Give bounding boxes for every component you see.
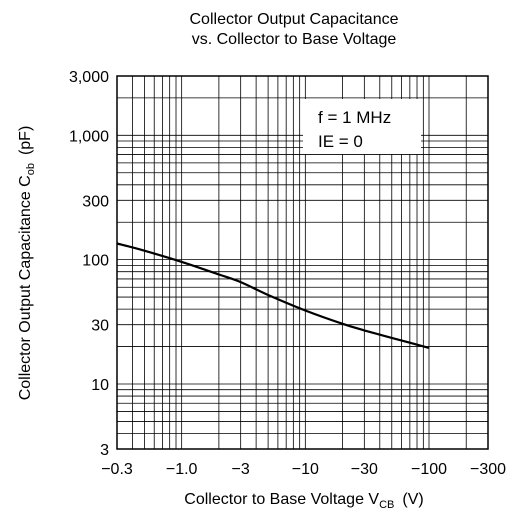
y-tick-label: 1,000 <box>69 128 109 145</box>
annotation-frequency: f = 1 MHz <box>318 108 391 127</box>
x-tick-label: −0.3 <box>101 461 133 478</box>
chart-title-line2: vs. Collector to Base Voltage <box>191 31 397 48</box>
x-tick-label: −3 <box>232 461 250 478</box>
y-axis-label: Collector Output Capacitance Cob (pF) <box>17 126 37 401</box>
plot-frame <box>116 75 489 450</box>
y-tick-label: 3 <box>100 442 109 459</box>
x-tick-label: −300 <box>470 461 506 478</box>
y-tick-label: 300 <box>82 193 109 210</box>
y-axis-label-unit: (pF) <box>17 126 34 155</box>
annotation-emitter-current: IE = 0 <box>318 132 363 151</box>
x-tick-label: −100 <box>411 461 447 478</box>
capacitance-curve <box>116 242 430 349</box>
x-axis-label-unit: (V) <box>402 491 423 508</box>
grid-lines <box>117 76 488 449</box>
annotation-background <box>303 99 421 154</box>
chart-title-line1: Collector Output Capacitance <box>189 11 399 28</box>
x-tick-label: −1.0 <box>166 461 198 478</box>
x-axis-label: Collector to Base Voltage VCB (V) <box>184 491 423 511</box>
x-tick-label: −10 <box>292 461 319 478</box>
x-axis-label-main: Collector to Base Voltage V <box>184 491 379 508</box>
x-tick-labels: −0.3 −1.0 −3 −10 −30 −100 −300 <box>101 461 506 478</box>
x-axis-label-subscript: CB <box>379 499 394 511</box>
y-axis-label-subscript: ob <box>25 163 37 175</box>
y-tick-label: 10 <box>91 377 109 394</box>
y-axis-label-main: Collector Output Capacitance C <box>17 175 34 400</box>
y-tick-label: 100 <box>82 253 109 270</box>
data-series <box>116 242 430 349</box>
y-tick-label: 30 <box>91 318 109 335</box>
y-tick-labels: 3 10 30 100 300 1,000 3,000 <box>69 69 109 459</box>
y-tick-label: 3,000 <box>69 69 109 86</box>
x-tick-label: −30 <box>351 461 378 478</box>
